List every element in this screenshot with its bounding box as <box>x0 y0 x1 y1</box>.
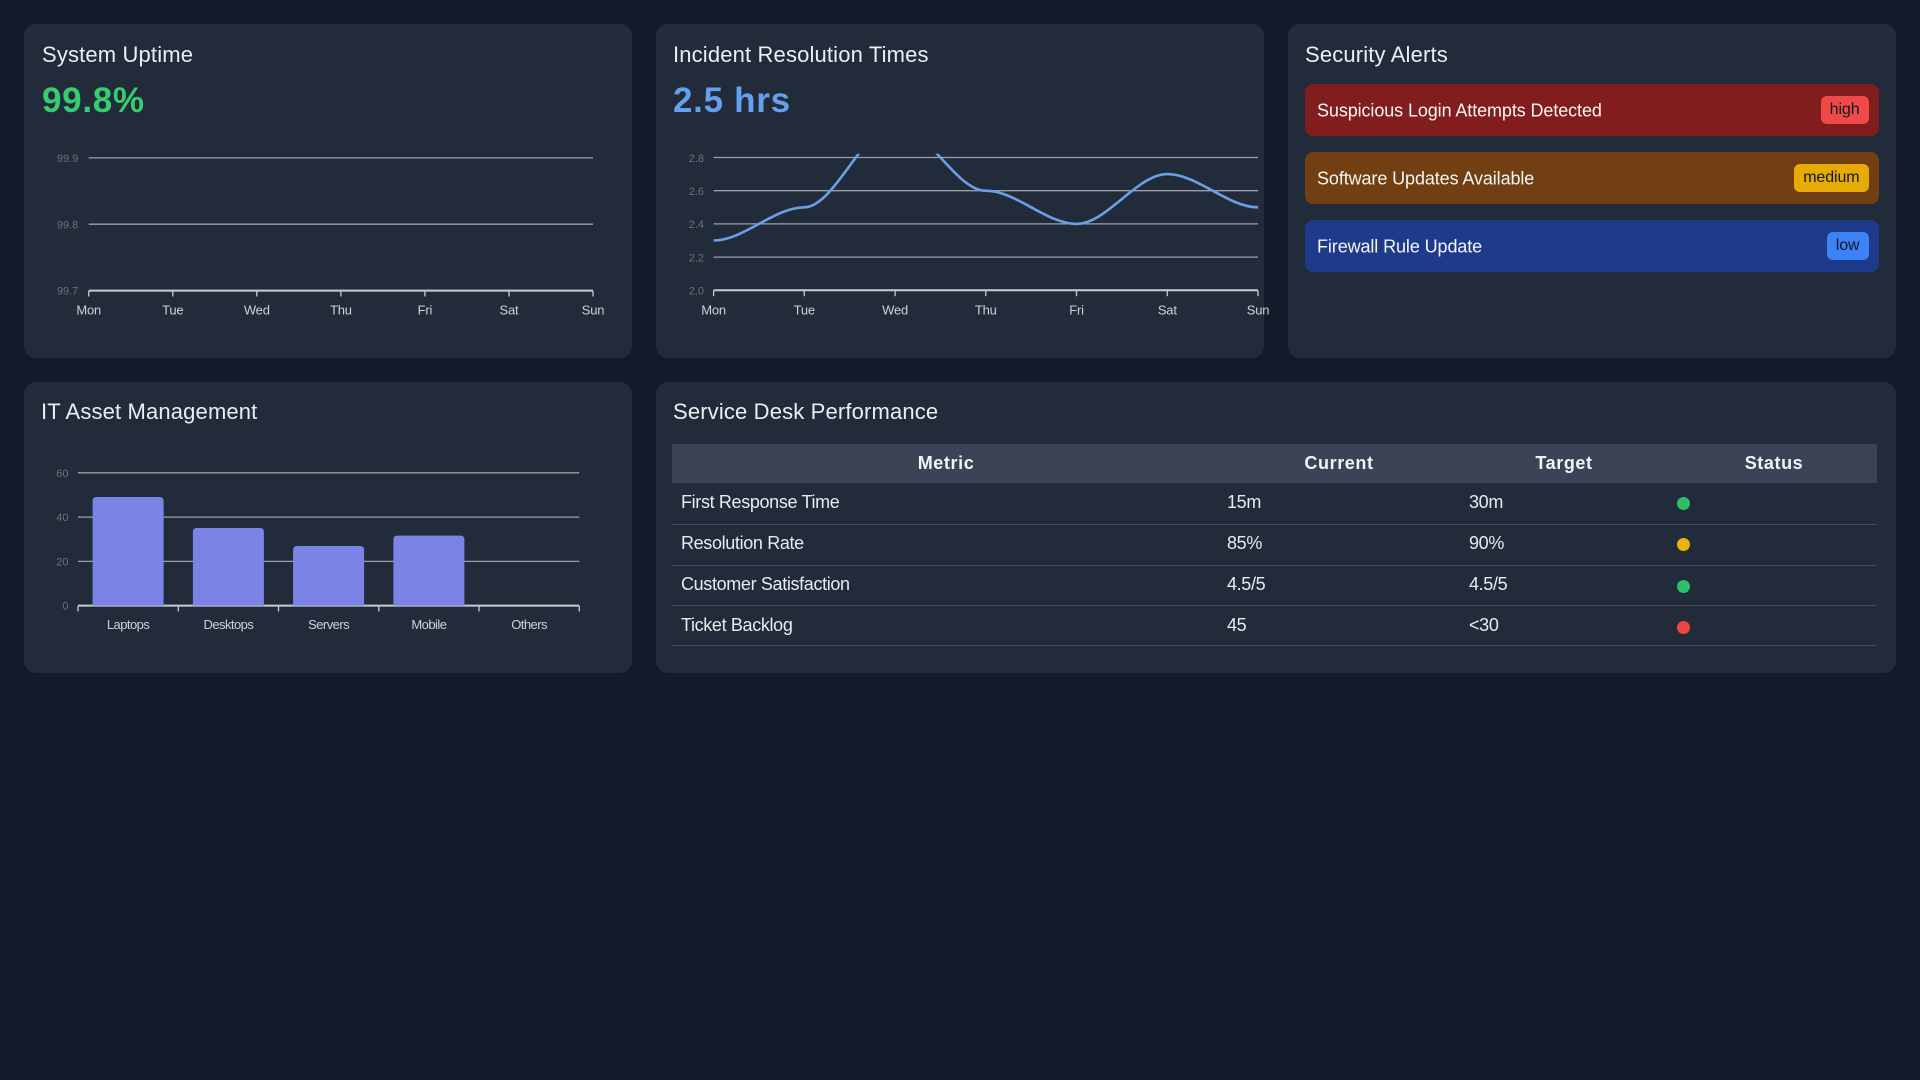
svg-text:60: 60 <box>56 468 68 480</box>
svg-text:Sun: Sun <box>582 303 605 318</box>
svg-text:Laptops: Laptops <box>107 617 150 632</box>
svg-text:2.8: 2.8 <box>689 153 704 165</box>
svg-text:20: 20 <box>56 556 68 568</box>
svg-text:Tue: Tue <box>794 303 815 318</box>
svg-text:99.9: 99.9 <box>57 153 78 165</box>
svg-text:Thu: Thu <box>330 303 352 318</box>
svg-text:2.6: 2.6 <box>689 186 704 198</box>
svg-text:Sun: Sun <box>1247 303 1270 318</box>
svg-text:2.0: 2.0 <box>689 286 704 298</box>
svg-text:Desktops: Desktops <box>204 617 255 632</box>
svg-text:Others: Others <box>511 617 548 632</box>
svg-text:Sat: Sat <box>1158 303 1178 318</box>
svg-text:2.4: 2.4 <box>689 219 704 231</box>
svg-text:Mon: Mon <box>701 303 726 318</box>
svg-text:Fri: Fri <box>1069 303 1084 318</box>
svg-text:Wed: Wed <box>882 303 908 318</box>
svg-text:Mobile: Mobile <box>411 617 446 632</box>
svg-text:Tue: Tue <box>162 303 183 318</box>
svg-text:99.7: 99.7 <box>57 286 78 298</box>
svg-text:Sat: Sat <box>500 303 520 318</box>
svg-text:2.2: 2.2 <box>689 252 704 264</box>
svg-text:Thu: Thu <box>975 303 997 318</box>
svg-text:Fri: Fri <box>418 303 433 318</box>
svg-text:Mon: Mon <box>76 303 101 318</box>
svg-text:99.8: 99.8 <box>57 219 78 231</box>
svg-text:Wed: Wed <box>244 303 270 318</box>
svg-text:Servers: Servers <box>308 617 350 632</box>
svg-text:40: 40 <box>56 512 68 524</box>
svg-text:0: 0 <box>62 601 68 613</box>
